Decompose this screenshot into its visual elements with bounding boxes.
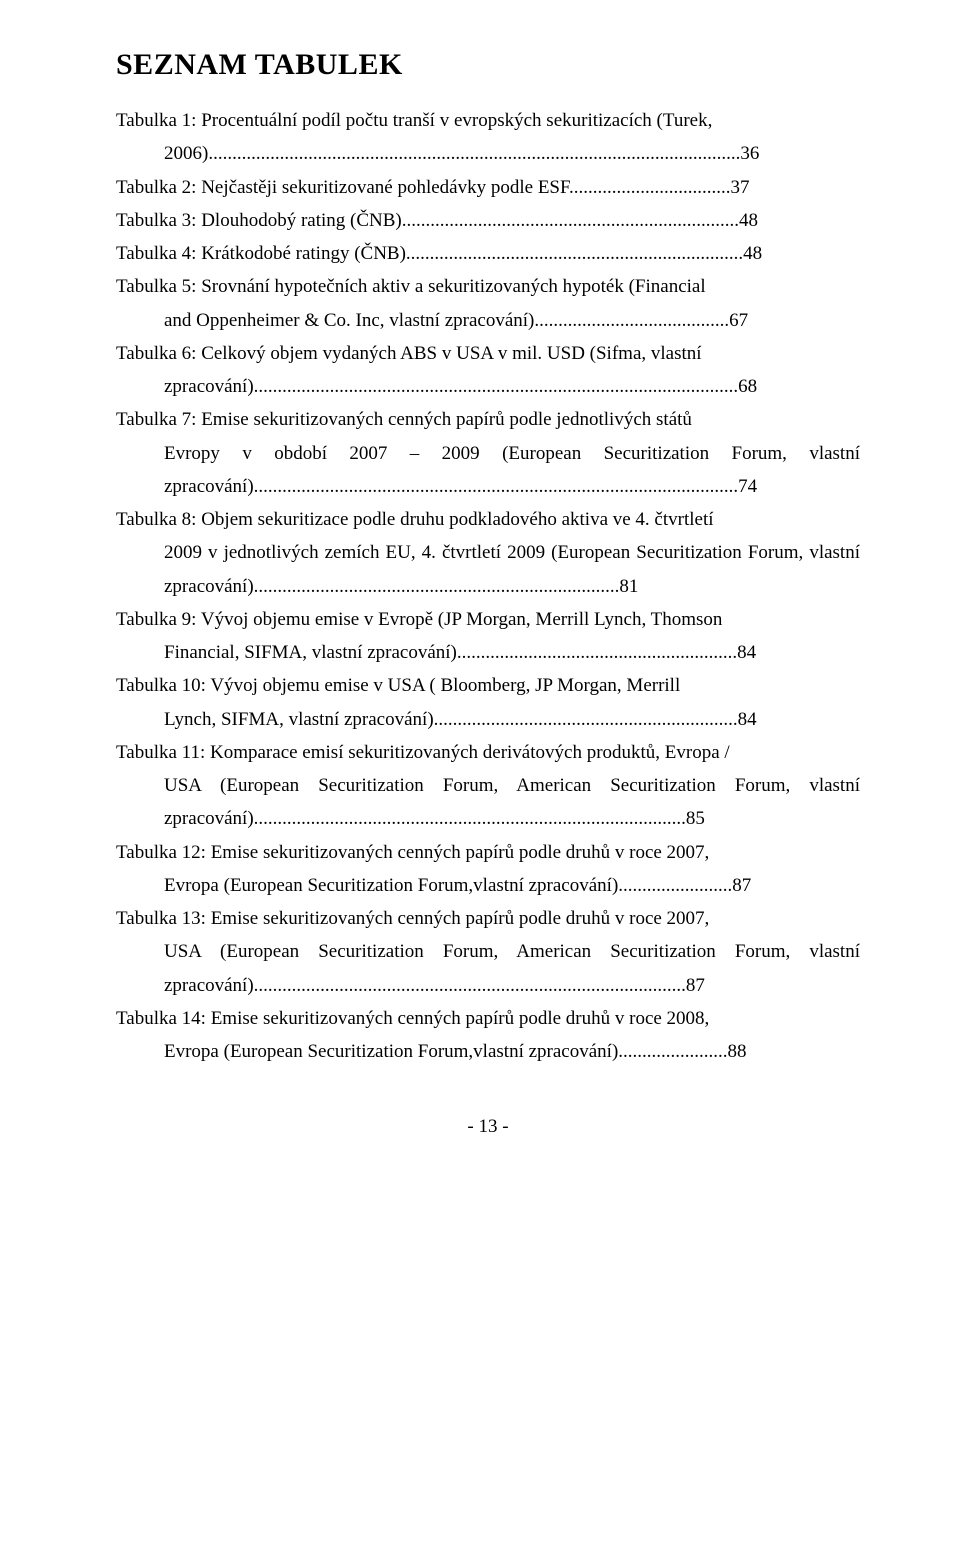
toc-entry: Tabulka 2: Nejčastěji sekuritizované poh… [116,171,860,204]
toc-entry-continuation: Evropa (European Securitization Forum,vl… [116,1035,860,1068]
toc-entry-continuation: Financial, SIFMA, vlastní zpracování)...… [116,636,860,669]
toc-entry-first-line: Tabulka 4: Krátkodobé ratingy (ČNB).....… [116,243,762,264]
toc-entry-continuation: USA (European Securitization Forum, Amer… [116,935,860,1002]
toc-entry: Tabulka 6: Celkový objem vydaných ABS v … [116,337,860,404]
toc-entry-first-line: Tabulka 6: Celkový objem vydaných ABS v … [116,343,702,364]
toc-entry: Tabulka 14: Emise sekuritizovaných cenný… [116,1002,860,1069]
toc-entry-continuation: 2009 v jednotlivých zemích EU, 4. čtvrtl… [116,536,860,603]
toc-entry: Tabulka 8: Objem sekuritizace podle druh… [116,503,860,603]
toc-entry: Tabulka 10: Vývoj objemu emise v USA ( B… [116,669,860,736]
toc-entry-first-line: Tabulka 9: Vývoj objemu emise v Evropě (… [116,609,722,630]
toc-entry-continuation: Evropa (European Securitization Forum,vl… [116,869,860,902]
toc-entry: Tabulka 9: Vývoj objemu emise v Evropě (… [116,603,860,670]
toc-entry: Tabulka 13: Emise sekuritizovaných cenný… [116,902,860,1002]
toc-entry-first-line: Tabulka 11: Komparace emisí sekuritizova… [116,742,730,763]
toc-entry-continuation: and Oppenheimer & Co. Inc, vlastní zprac… [116,304,860,337]
toc-entry: Tabulka 3: Dlouhodobý rating (ČNB)......… [116,204,860,237]
toc-entry-continuation: USA (European Securitization Forum, Amer… [116,769,860,836]
toc-entry-continuation: Lynch, SIFMA, vlastní zpracování).......… [116,703,860,736]
toc-entry: Tabulka 4: Krátkodobé ratingy (ČNB).....… [116,237,860,270]
toc-entry-first-line: Tabulka 12: Emise sekuritizovaných cenný… [116,842,709,863]
toc-entry-first-line: Tabulka 13: Emise sekuritizovaných cenný… [116,908,709,929]
toc-entry: Tabulka 11: Komparace emisí sekuritizova… [116,736,860,836]
toc-entry-first-line: Tabulka 8: Objem sekuritizace podle druh… [116,509,714,530]
toc-entry-first-line: Tabulka 7: Emise sekuritizovaných cennýc… [116,409,692,430]
page-number: - 13 - [116,1116,860,1138]
toc-entry-first-line: Tabulka 2: Nejčastěji sekuritizované poh… [116,177,750,198]
toc-entry-first-line: Tabulka 5: Srovnání hypotečních aktiv a … [116,276,706,297]
section-heading: SEZNAM TABULEK [116,48,860,82]
toc-entry-continuation: Evropy v období 2007 – 2009 (European Se… [116,437,860,504]
toc-entry-first-line: Tabulka 3: Dlouhodobý rating (ČNB)......… [116,210,758,231]
toc-entry-first-line: Tabulka 10: Vývoj objemu emise v USA ( B… [116,675,680,696]
toc-entry-continuation: zpracování).............................… [116,370,860,403]
toc-entry: Tabulka 5: Srovnání hypotečních aktiv a … [116,270,860,337]
toc-entry: Tabulka 7: Emise sekuritizovaných cennýc… [116,403,860,503]
toc-entry-continuation: 2006)...................................… [116,137,860,170]
toc-entry-first-line: Tabulka 14: Emise sekuritizovaných cenný… [116,1008,709,1029]
toc-entry: Tabulka 1: Procentuální podíl počtu tran… [116,104,860,171]
toc-entry-first-line: Tabulka 1: Procentuální podíl počtu tran… [116,110,712,131]
toc-list: Tabulka 1: Procentuální podíl počtu tran… [116,104,860,1068]
toc-entry: Tabulka 12: Emise sekuritizovaných cenný… [116,836,860,903]
